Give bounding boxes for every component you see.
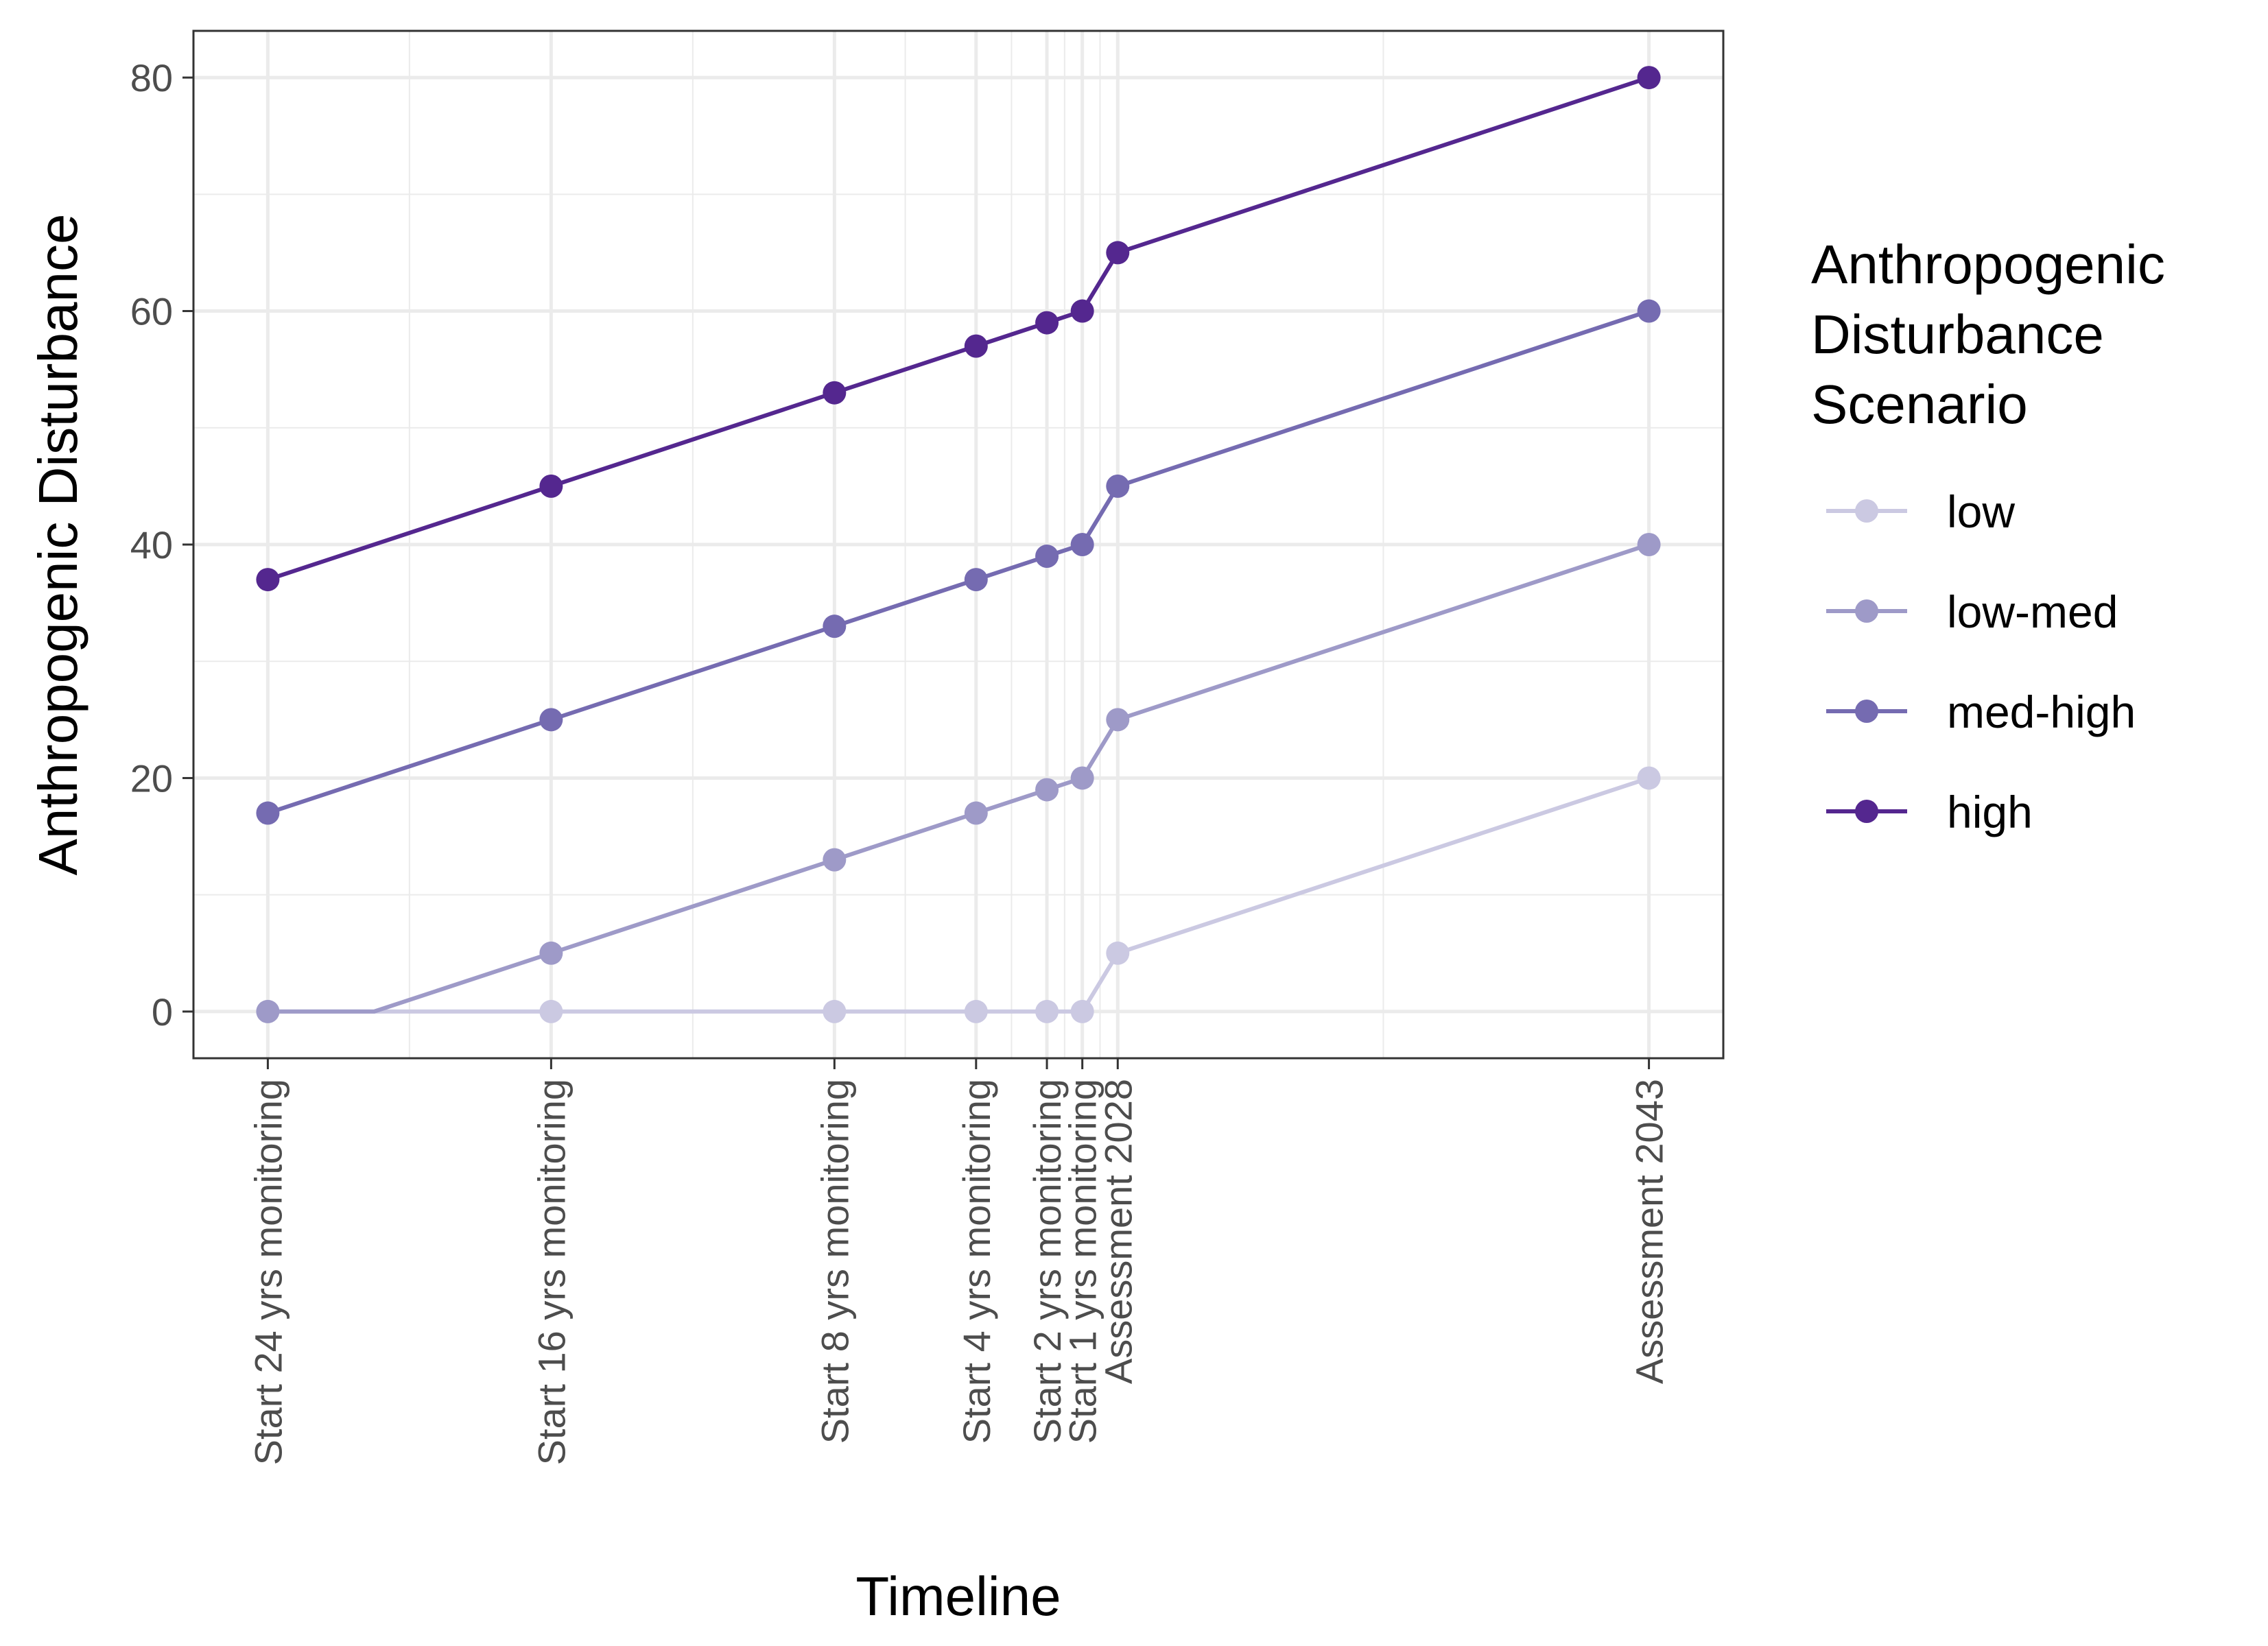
legend-key-point bbox=[1855, 800, 1878, 823]
data-point-med-high bbox=[1106, 474, 1130, 498]
x-tick-label: Start 24 yrs monitoring bbox=[246, 1079, 290, 1465]
x-tick-label: Start 4 yrs monitoring bbox=[955, 1079, 998, 1444]
legend-title: Anthropogenic Disturbance Scenario bbox=[1811, 234, 2180, 435]
data-point-high bbox=[1070, 299, 1094, 323]
legend: Anthropogenic Disturbance Scenario lowlo… bbox=[1811, 234, 2180, 837]
data-point-med-high bbox=[1070, 533, 1094, 556]
data-point-high bbox=[1106, 241, 1130, 265]
y-axis: 0 20 40 60 80 bbox=[130, 56, 193, 1034]
data-point-low bbox=[1106, 941, 1130, 965]
data-point-low-med bbox=[256, 999, 280, 1023]
legend-label-low-med: low-med bbox=[1947, 586, 2118, 637]
data-point-low bbox=[964, 999, 988, 1023]
data-point-low-med bbox=[1035, 778, 1059, 802]
legend-label-high: high bbox=[1947, 787, 2033, 837]
legend-title-line: Anthropogenic bbox=[1811, 234, 2165, 295]
y-tick-label: 80 bbox=[130, 56, 173, 99]
data-point-med-high bbox=[964, 568, 988, 592]
x-axis: Start 24 yrs monitoring Start 16 yrs moni… bbox=[246, 1058, 1671, 1465]
data-point-low-med bbox=[1070, 766, 1094, 790]
data-point-high bbox=[1637, 66, 1661, 90]
y-tick-label: 20 bbox=[130, 756, 173, 800]
legend-label-med-high: med-high bbox=[1947, 687, 2136, 737]
y-tick-label: 0 bbox=[152, 990, 173, 1034]
legend-key-point bbox=[1855, 599, 1878, 623]
data-point-low-med bbox=[823, 848, 847, 872]
x-axis-title: Timeline bbox=[855, 1566, 1061, 1627]
data-point-low bbox=[823, 999, 847, 1023]
data-point-med-high bbox=[539, 708, 563, 732]
y-tick-label: 60 bbox=[130, 290, 173, 333]
data-point-med-high bbox=[256, 801, 280, 825]
series-points bbox=[256, 66, 1661, 1023]
data-point-high bbox=[256, 568, 280, 592]
y-tick-label: 40 bbox=[130, 523, 173, 566]
x-tick-label: Start 2 yrs monitoring bbox=[1026, 1079, 1069, 1444]
data-point-low bbox=[1035, 999, 1059, 1023]
data-point-med-high bbox=[823, 615, 847, 639]
data-point-high bbox=[823, 381, 847, 405]
y-axis-title: Anthropogenic Disturbance bbox=[27, 213, 88, 875]
x-tick-label: Assessment 2028 bbox=[1096, 1079, 1139, 1384]
legend-key-point bbox=[1855, 499, 1878, 523]
x-tick-label: Start 16 yrs monitoring bbox=[530, 1079, 573, 1465]
data-point-low bbox=[1070, 999, 1094, 1023]
data-point-low-med bbox=[1106, 708, 1130, 732]
data-point-med-high bbox=[1637, 299, 1661, 323]
legend-key-point bbox=[1855, 700, 1878, 723]
data-point-low bbox=[539, 999, 563, 1023]
data-point-high bbox=[964, 334, 988, 358]
data-point-med-high bbox=[1035, 545, 1059, 569]
data-point-high bbox=[539, 474, 563, 498]
data-point-low-med bbox=[1637, 533, 1661, 556]
x-tick-label: Assessment 2043 bbox=[1628, 1079, 1671, 1384]
x-tick-label: Start 8 yrs monitoring bbox=[813, 1079, 856, 1444]
legend-title-line: Scenario bbox=[1811, 374, 2028, 435]
data-point-low-med bbox=[539, 941, 563, 965]
legend-label-low: low bbox=[1947, 486, 2015, 537]
x-tick-label: Start 1 yrs monitoring bbox=[1061, 1079, 1105, 1444]
data-point-high bbox=[1035, 311, 1059, 335]
legend-title-line: Disturbance bbox=[1811, 304, 2104, 365]
legend-keys: low low-med med-high high bbox=[1826, 486, 2136, 837]
data-point-low bbox=[1637, 766, 1661, 790]
data-point-low-med bbox=[964, 801, 988, 825]
